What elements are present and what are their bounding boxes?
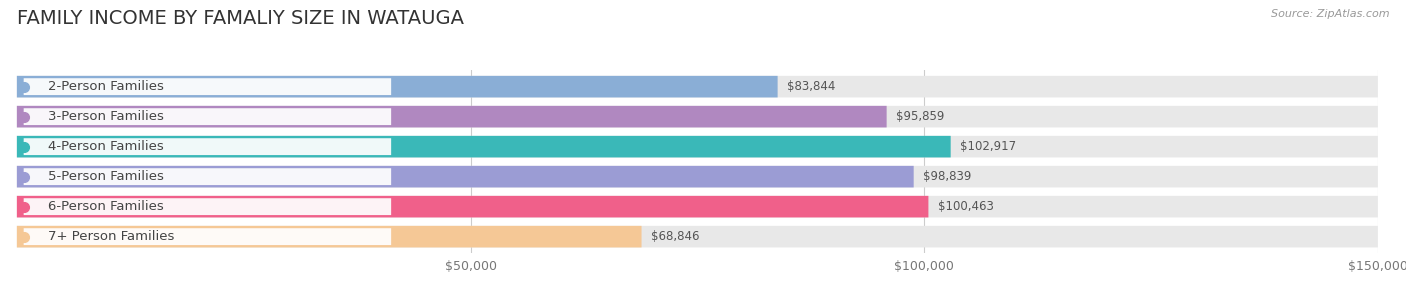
Text: FAMILY INCOME BY FAMALIY SIZE IN WATAUGA: FAMILY INCOME BY FAMALIY SIZE IN WATAUGA xyxy=(17,9,464,28)
FancyBboxPatch shape xyxy=(24,108,391,125)
FancyBboxPatch shape xyxy=(17,106,1378,127)
FancyBboxPatch shape xyxy=(17,196,1378,217)
Text: $95,859: $95,859 xyxy=(896,110,945,123)
Text: $68,846: $68,846 xyxy=(651,230,700,243)
FancyBboxPatch shape xyxy=(24,138,391,155)
Text: $100,463: $100,463 xyxy=(938,200,994,213)
Text: 2-Person Families: 2-Person Families xyxy=(48,80,165,93)
Text: 4-Person Families: 4-Person Families xyxy=(48,140,165,153)
Text: $83,844: $83,844 xyxy=(787,80,835,93)
Text: 3-Person Families: 3-Person Families xyxy=(48,110,165,123)
FancyBboxPatch shape xyxy=(24,78,391,95)
Text: 5-Person Families: 5-Person Families xyxy=(48,170,165,183)
FancyBboxPatch shape xyxy=(17,136,950,157)
Text: Source: ZipAtlas.com: Source: ZipAtlas.com xyxy=(1271,9,1389,19)
Text: 7+ Person Families: 7+ Person Families xyxy=(48,230,174,243)
FancyBboxPatch shape xyxy=(24,228,391,245)
FancyBboxPatch shape xyxy=(17,106,887,127)
Text: 6-Person Families: 6-Person Families xyxy=(48,200,165,213)
FancyBboxPatch shape xyxy=(24,198,391,215)
FancyBboxPatch shape xyxy=(17,226,641,247)
FancyBboxPatch shape xyxy=(17,166,1378,188)
FancyBboxPatch shape xyxy=(17,166,914,188)
FancyBboxPatch shape xyxy=(17,226,1378,247)
FancyBboxPatch shape xyxy=(17,76,1378,98)
FancyBboxPatch shape xyxy=(24,168,391,185)
Text: $98,839: $98,839 xyxy=(924,170,972,183)
FancyBboxPatch shape xyxy=(17,136,1378,157)
FancyBboxPatch shape xyxy=(17,196,928,217)
FancyBboxPatch shape xyxy=(17,76,778,98)
Text: $102,917: $102,917 xyxy=(960,140,1017,153)
